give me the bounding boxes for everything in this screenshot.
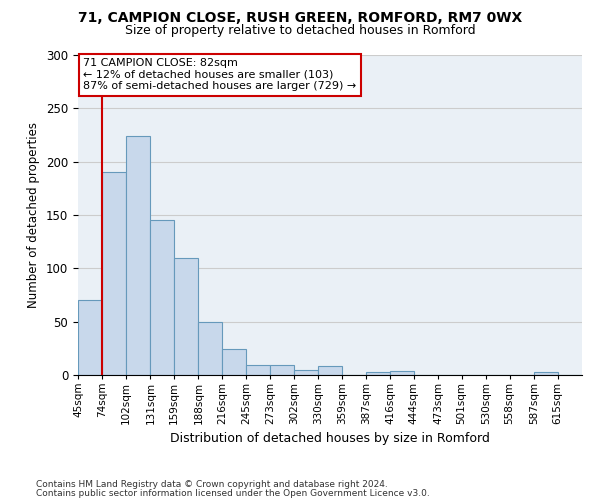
Text: 71, CAMPION CLOSE, RUSH GREEN, ROMFORD, RM7 0WX: 71, CAMPION CLOSE, RUSH GREEN, ROMFORD, … <box>78 11 522 25</box>
Bar <box>199 322 222 375</box>
Bar <box>270 366 294 375</box>
Text: Size of property relative to detached houses in Romford: Size of property relative to detached ho… <box>125 24 475 37</box>
X-axis label: Distribution of detached houses by size in Romford: Distribution of detached houses by size … <box>170 432 490 446</box>
Bar <box>103 172 126 375</box>
Bar <box>390 370 414 375</box>
Text: 71 CAMPION CLOSE: 82sqm
← 12% of detached houses are smaller (103)
87% of semi-d: 71 CAMPION CLOSE: 82sqm ← 12% of detache… <box>83 58 356 92</box>
Bar <box>222 350 246 375</box>
Bar <box>151 220 174 375</box>
Bar <box>174 258 199 375</box>
Bar <box>126 136 151 375</box>
Bar <box>78 300 103 375</box>
Text: Contains HM Land Registry data © Crown copyright and database right 2024.: Contains HM Land Registry data © Crown c… <box>36 480 388 489</box>
Y-axis label: Number of detached properties: Number of detached properties <box>28 122 40 308</box>
Bar <box>534 372 557 375</box>
Bar <box>366 372 390 375</box>
Bar <box>246 366 270 375</box>
Text: Contains public sector information licensed under the Open Government Licence v3: Contains public sector information licen… <box>36 488 430 498</box>
Bar <box>294 370 318 375</box>
Bar <box>318 366 342 375</box>
